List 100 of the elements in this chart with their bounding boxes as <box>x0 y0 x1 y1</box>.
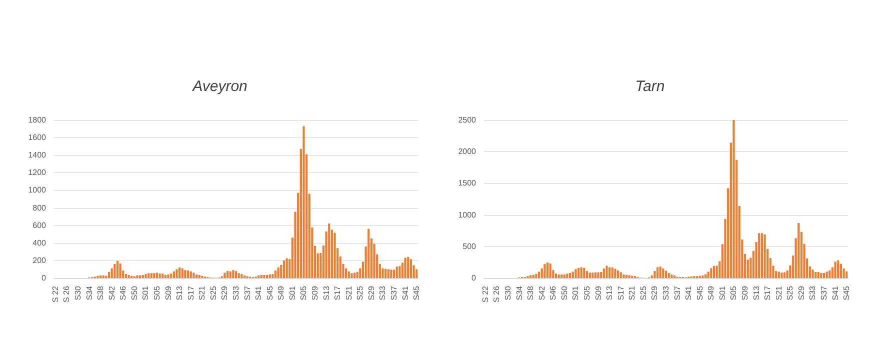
x-tick-label: S09 <box>594 285 603 300</box>
x-tick-label: S30 <box>503 285 512 300</box>
bar <box>280 264 282 278</box>
bar <box>704 274 707 278</box>
bar <box>238 273 240 278</box>
bar <box>566 274 568 278</box>
bar <box>554 274 558 278</box>
x-tick-label: S45 <box>412 285 422 300</box>
x-tick-label: S25 <box>356 285 365 300</box>
bar <box>181 268 184 278</box>
x-tick-label: S 22 <box>480 285 490 302</box>
bar <box>535 274 538 278</box>
bar <box>272 274 274 278</box>
bar <box>116 260 119 278</box>
bar <box>192 272 195 278</box>
x-tick-label: S33 <box>232 285 240 300</box>
bar <box>659 266 662 278</box>
bar <box>396 266 398 278</box>
y-tick-label: 200 <box>32 256 47 265</box>
bar <box>124 274 128 278</box>
bar <box>716 266 718 278</box>
x-tick-label: S25 <box>786 285 795 300</box>
bar <box>817 272 820 278</box>
bar <box>822 272 826 278</box>
bar <box>353 272 356 278</box>
x-tick-label: S45 <box>695 285 704 300</box>
bar <box>226 270 229 278</box>
bar <box>608 267 611 278</box>
bar <box>760 233 763 278</box>
bar <box>569 272 572 278</box>
y-tick-label: 600 <box>32 220 47 230</box>
x-tick-label: S01 <box>718 285 727 300</box>
x-tick-label: S 26 <box>62 285 72 302</box>
bar <box>611 268 614 278</box>
x-tick-label: S41 <box>400 285 410 300</box>
x-tick-label: S41 <box>830 285 840 300</box>
x-tick-label: S05 <box>152 285 162 300</box>
y-tick-label: 2000 <box>458 147 477 156</box>
y-tick-label: 400 <box>32 238 47 248</box>
bar <box>150 273 152 278</box>
bar <box>356 272 358 278</box>
x-tick-label: S05 <box>729 285 738 300</box>
x-tick-label: S41 <box>254 285 264 300</box>
bar <box>778 272 780 278</box>
y-tick-label: 1200 <box>28 168 47 178</box>
bar <box>153 273 156 278</box>
y-tick-label: 500 <box>462 242 477 251</box>
bar <box>583 268 586 278</box>
x-tick-label: S37 <box>390 285 399 300</box>
bar <box>707 272 710 278</box>
bar <box>783 272 786 278</box>
bar <box>110 268 113 278</box>
bar <box>128 274 130 278</box>
x-tick-label: S45 <box>842 285 852 300</box>
x-tick-label: S05 <box>299 285 308 300</box>
x-tick-label: S01 <box>571 285 580 300</box>
bar <box>186 270 190 278</box>
bar <box>812 269 814 278</box>
bar <box>170 274 172 278</box>
x-tick-label: S29 <box>796 285 806 300</box>
x-tick-label: S21 <box>628 285 637 300</box>
bar <box>136 275 138 278</box>
bar <box>670 274 673 278</box>
bar <box>232 270 234 278</box>
bar <box>416 269 418 278</box>
bar <box>820 272 822 278</box>
bar <box>102 275 104 278</box>
bar <box>407 256 410 278</box>
x-tick-label: S21 <box>344 285 354 300</box>
x-tick-label: S05 <box>582 285 592 300</box>
bar <box>144 274 147 278</box>
x-tick-label: S37 <box>672 285 682 300</box>
bar <box>190 271 192 278</box>
bar <box>178 267 181 278</box>
bar <box>108 272 110 278</box>
bar <box>628 275 630 278</box>
y-tick-label: 1400 <box>28 150 47 160</box>
y-tick-label: 1800 <box>28 116 47 124</box>
x-tick-label: S50 <box>130 285 139 300</box>
bar <box>286 258 288 278</box>
bar <box>176 269 178 278</box>
bar <box>664 270 668 278</box>
bar <box>600 272 602 278</box>
bar <box>710 268 712 278</box>
y-tick-label: 0 <box>42 274 47 282</box>
bar <box>234 270 238 278</box>
bar <box>577 268 580 278</box>
bar <box>382 268 384 278</box>
bar <box>702 275 704 278</box>
y-tick-label: 2500 <box>458 116 477 124</box>
bar <box>837 260 840 278</box>
x-tick-label: S33 <box>378 285 388 300</box>
x-tick-label: S21 <box>198 285 207 300</box>
chart-title: Aveyron <box>192 78 248 95</box>
x-tick-label: S29 <box>650 285 660 300</box>
x-tick-label: S45 <box>265 285 274 300</box>
bar <box>302 126 305 278</box>
bar <box>404 258 406 278</box>
x-tick-label: S46 <box>548 285 558 300</box>
x-tick-label: S 26 <box>492 285 502 302</box>
